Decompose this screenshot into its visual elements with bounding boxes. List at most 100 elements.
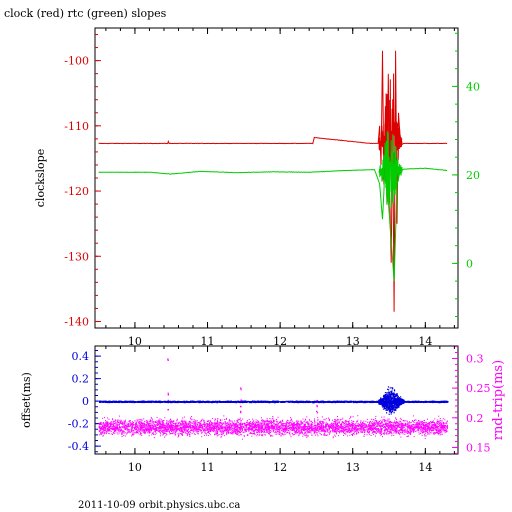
roundtrip-point [387, 423, 389, 425]
roundtrip-point [359, 426, 361, 428]
roundtrip-point [304, 420, 306, 422]
roundtrip-point [385, 421, 387, 423]
roundtrip-point [406, 420, 408, 422]
roundtrip-point [295, 431, 297, 433]
roundtrip-point [253, 425, 255, 426]
roundtrip-point [277, 430, 278, 432]
roundtrip-point [358, 430, 360, 431]
roundtrip-point [380, 433, 382, 435]
roundtrip-point [439, 431, 441, 433]
roundtrip-point [231, 425, 233, 427]
roundtrip-point [332, 429, 334, 431]
roundtrip-point [145, 431, 146, 433]
top-y-tick-label: -100 [64, 55, 89, 68]
roundtrip-point [140, 423, 142, 425]
roundtrip-point [321, 434, 322, 436]
roundtrip-point [375, 435, 376, 437]
roundtrip-point [240, 429, 241, 431]
roundtrip-point [407, 427, 409, 429]
roundtrip-point [225, 425, 227, 427]
roundtrip-point [444, 427, 446, 429]
roundtrip-point [136, 431, 138, 433]
roundtrip-point [228, 431, 230, 433]
roundtrip-point [447, 420, 448, 422]
roundtrip-point [361, 428, 363, 430]
roundtrip-point [415, 427, 417, 429]
roundtrip-point [379, 424, 380, 426]
roundtrip-point [352, 435, 353, 436]
roundtrip-point [331, 423, 333, 425]
roundtrip-point [299, 426, 301, 428]
roundtrip-point [245, 427, 247, 429]
roundtrip-point [410, 431, 412, 433]
roundtrip-point [263, 421, 265, 423]
roundtrip-point [295, 427, 297, 429]
roundtrip-point [393, 423, 395, 425]
roundtrip-point [373, 431, 374, 433]
roundtrip-point [375, 421, 377, 423]
roundtrip-point [118, 422, 120, 423]
roundtrip-point [285, 432, 287, 434]
roundtrip-point [249, 428, 251, 430]
roundtrip-point [138, 421, 140, 423]
roundtrip-point [433, 422, 435, 423]
roundtrip-point [223, 425, 225, 427]
roundtrip-point [98, 430, 100, 432]
roundtrip-point [424, 429, 426, 431]
roundtrip-point [206, 421, 208, 423]
roundtrip-point [274, 429, 276, 431]
roundtrip-point [260, 427, 262, 429]
roundtrip-point [325, 434, 327, 436]
roundtrip-point [368, 421, 370, 423]
roundtrip-point [148, 430, 150, 432]
roundtrip-point [309, 431, 311, 433]
roundtrip-point [370, 430, 372, 432]
roundtrip-point [394, 428, 396, 430]
roundtrip-point [297, 425, 299, 426]
roundtrip-point [445, 429, 446, 431]
roundtrip-point [398, 431, 400, 433]
roundtrip-point [427, 425, 428, 427]
roundtrip-point [161, 425, 163, 427]
roundtrip-point [284, 427, 286, 429]
roundtrip-point [206, 426, 208, 427]
roundtrip-point [209, 424, 211, 426]
roundtrip-point [440, 431, 442, 433]
roundtrip-point [153, 432, 155, 434]
roundtrip-point [260, 425, 262, 427]
roundtrip-point [180, 433, 182, 435]
roundtrip-point [381, 425, 383, 427]
roundtrip-point [160, 428, 162, 430]
top-y-tick-label: -110 [64, 120, 89, 133]
roundtrip-point [181, 431, 183, 433]
roundtrip-point [269, 420, 271, 422]
roundtrip-point [292, 425, 293, 427]
roundtrip-point [428, 433, 430, 435]
roundtrip-point [313, 428, 314, 430]
roundtrip-point [124, 423, 125, 424]
roundtrip-point [146, 425, 148, 427]
roundtrip-point [290, 436, 292, 438]
roundtrip-point [380, 434, 382, 436]
roundtrip-point [333, 430, 335, 432]
roundtrip-point [266, 424, 268, 426]
roundtrip-point [252, 421, 254, 422]
roundtrip-point [102, 435, 104, 437]
roundtrip-point [256, 423, 258, 425]
roundtrip-point [416, 425, 418, 427]
roundtrip-point [292, 422, 294, 424]
roundtrip-point [272, 421, 274, 423]
roundtrip-point [181, 431, 183, 433]
roundtrip-point [384, 428, 386, 430]
roundtrip-point [236, 422, 238, 424]
roundtrip-point [216, 430, 218, 432]
roundtrip-point [201, 432, 203, 434]
roundtrip-point [214, 421, 216, 423]
roundtrip-point [185, 430, 187, 432]
roundtrip-point [144, 429, 146, 430]
roundtrip-point [172, 426, 174, 428]
roundtrip-point [300, 427, 302, 429]
roundtrip-point [347, 435, 349, 437]
roundtrip-point [320, 424, 322, 426]
roundtrip-point [233, 432, 235, 434]
